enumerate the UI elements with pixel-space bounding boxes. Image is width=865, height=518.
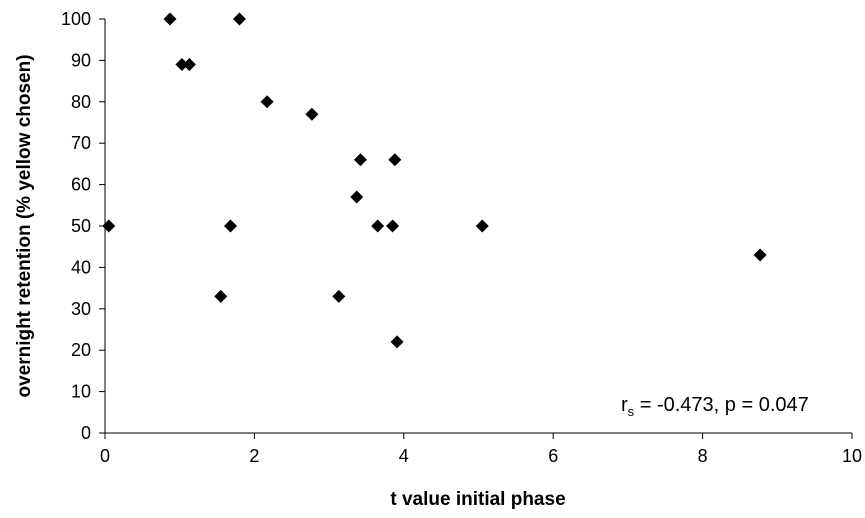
x-tick-label: 10	[842, 446, 862, 466]
data-point	[388, 153, 401, 166]
data-point	[305, 108, 318, 121]
y-tick-label: 0	[81, 423, 91, 443]
y-tick-label: 30	[71, 299, 91, 319]
x-tick-label: 4	[399, 446, 409, 466]
data-point	[350, 191, 363, 204]
y-tick-label: 70	[71, 133, 91, 153]
y-tick-label: 60	[71, 175, 91, 195]
data-point	[754, 248, 767, 261]
y-tick-label: 40	[71, 257, 91, 277]
y-tick-label: 100	[61, 9, 91, 29]
data-point	[233, 13, 246, 26]
data-point	[332, 290, 345, 303]
x-axis-title: t value initial phase	[390, 489, 565, 510]
data-point	[391, 335, 404, 348]
x-tick-label: 2	[249, 446, 259, 466]
data-points	[102, 13, 766, 349]
y-axis-title: overnight retention (% yellow chosen)	[14, 54, 35, 397]
data-point	[354, 153, 367, 166]
y-axis-ticks: 0 10 20 30 40 50 60 70 80 90 100	[61, 9, 105, 443]
y-tick-label: 50	[71, 216, 91, 236]
y-tick-label: 90	[71, 50, 91, 70]
data-point	[386, 220, 399, 233]
data-point	[224, 220, 237, 233]
data-point	[214, 290, 227, 303]
correlation-values: = -0.473, p = 0.047	[634, 394, 809, 416]
y-tick-label: 80	[71, 92, 91, 112]
data-point	[102, 220, 115, 233]
x-tick-label: 6	[548, 446, 558, 466]
data-point	[476, 220, 489, 233]
x-tick-label: 0	[100, 446, 110, 466]
y-tick-label: 20	[71, 340, 91, 360]
x-axis-ticks: 0 2 4 6 8 10	[100, 433, 862, 466]
data-point	[183, 58, 196, 71]
data-point	[371, 220, 384, 233]
y-tick-label: 10	[71, 382, 91, 402]
x-tick-label: 8	[698, 446, 708, 466]
correlation-annotation: rs = -0.473, p = 0.047	[621, 394, 809, 419]
data-point	[163, 13, 176, 26]
data-point	[261, 95, 274, 108]
